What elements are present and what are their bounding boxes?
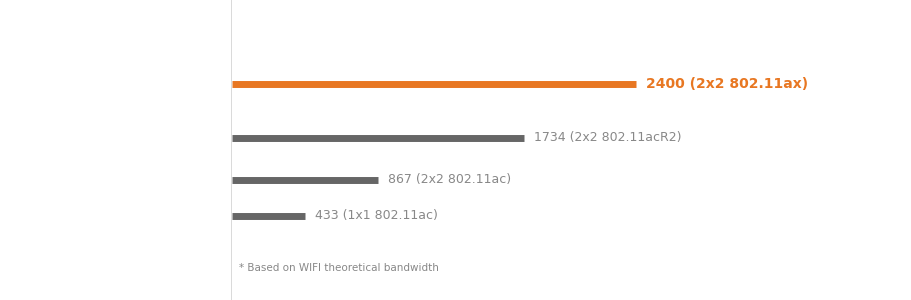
Text: Faster: Faster [159, 213, 223, 231]
Text: x: x [169, 162, 204, 216]
Text: Transmission Speed (Mbps): Transmission Speed (Mbps) [61, 243, 223, 253]
Text: 867 (2x2 802.11ac): 867 (2x2 802.11ac) [388, 173, 511, 187]
Text: 1734 (2x2 802.11acR2): 1734 (2x2 802.11acR2) [534, 131, 681, 145]
Text: 5.5: 5.5 [9, 54, 187, 151]
Text: 433 (1x1 802.11ac): 433 (1x1 802.11ac) [315, 209, 438, 223]
Text: Up to: Up to [16, 21, 67, 39]
Text: 2400 (2x2 802.11ax): 2400 (2x2 802.11ax) [646, 77, 808, 91]
Text: * Based on WIFI theoretical bandwidth: * Based on WIFI theoretical bandwidth [239, 263, 439, 273]
